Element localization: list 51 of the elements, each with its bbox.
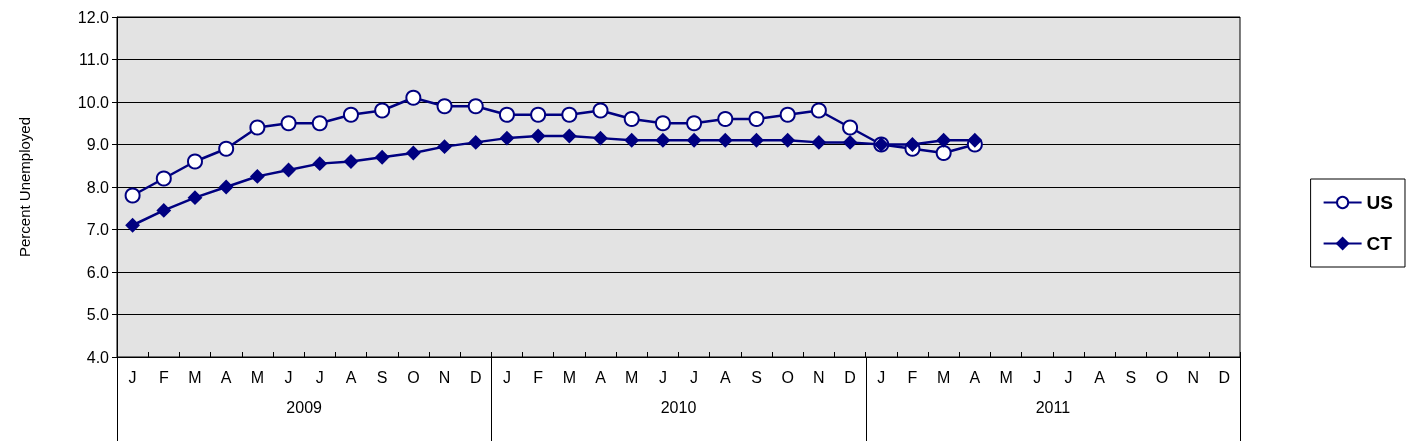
x-tick-label: A: [345, 368, 357, 386]
x-tick-label: D: [469, 368, 482, 386]
x-tick-label: J: [315, 368, 324, 386]
x-tick-label: J: [690, 368, 699, 386]
x-tick-label: J: [128, 368, 137, 386]
y-tick-label: 4.0: [86, 348, 110, 366]
x-tick-label: J: [502, 368, 511, 386]
y-tick-label: 9.0: [86, 136, 110, 153]
x-tick-label: A: [595, 368, 607, 386]
text: 2011: [1035, 398, 1071, 416]
x-tick-label: D: [844, 368, 856, 386]
x-tick-label: D: [1218, 368, 1231, 386]
y-tick-label: 8.0: [86, 178, 110, 196]
x-tick-label: M: [625, 368, 639, 386]
x-tick-label: F: [907, 368, 918, 386]
x-tick-label: M: [562, 368, 576, 386]
x-tick-label: F: [158, 368, 169, 386]
x-tick-label: M: [250, 368, 265, 386]
x-tick-label: N: [1187, 368, 1199, 386]
x-tick-label: J: [877, 368, 886, 386]
text: 2009: [286, 398, 323, 416]
y-tick-label: 7.0: [86, 221, 110, 238]
x-tick-label: J: [1064, 368, 1073, 386]
x-tick-label: N: [438, 368, 451, 386]
x-tick-label: S: [376, 368, 388, 386]
x-tick-label: O: [781, 368, 794, 386]
x-tick-label: A: [969, 368, 981, 386]
x-tick-label: M: [999, 368, 1013, 386]
y-tick-label: 6.0: [86, 263, 110, 281]
x-tick-label: S: [1125, 368, 1137, 386]
legend-label: CT: [1366, 233, 1393, 254]
x-tick-label: O: [407, 368, 420, 386]
x-tick-label: A: [719, 368, 731, 386]
x-tick-label: J: [284, 368, 293, 386]
x-tick-label: O: [1155, 368, 1169, 386]
x-tick-label: S: [751, 368, 762, 386]
x-tick-label: M: [188, 368, 202, 386]
x-tick-label: N: [813, 368, 825, 386]
y-tick-label: 10.0: [77, 93, 110, 111]
y-tick-label: 12.0: [77, 8, 110, 26]
x-tick-label: A: [1094, 368, 1106, 386]
y-tick-label: 5.0: [86, 306, 110, 323]
y-tick-label: 11.0: [79, 51, 110, 68]
text: 2010: [660, 398, 697, 416]
x-tick-label: J: [1033, 368, 1042, 386]
x-tick-label: A: [220, 368, 232, 386]
legend-label: US: [1366, 192, 1394, 213]
x-tick-label: M: [936, 368, 951, 386]
y-axis-title: Percent Unemployed: [16, 116, 33, 258]
x-tick-label: J: [658, 368, 667, 386]
x-tick-label: F: [533, 368, 544, 386]
